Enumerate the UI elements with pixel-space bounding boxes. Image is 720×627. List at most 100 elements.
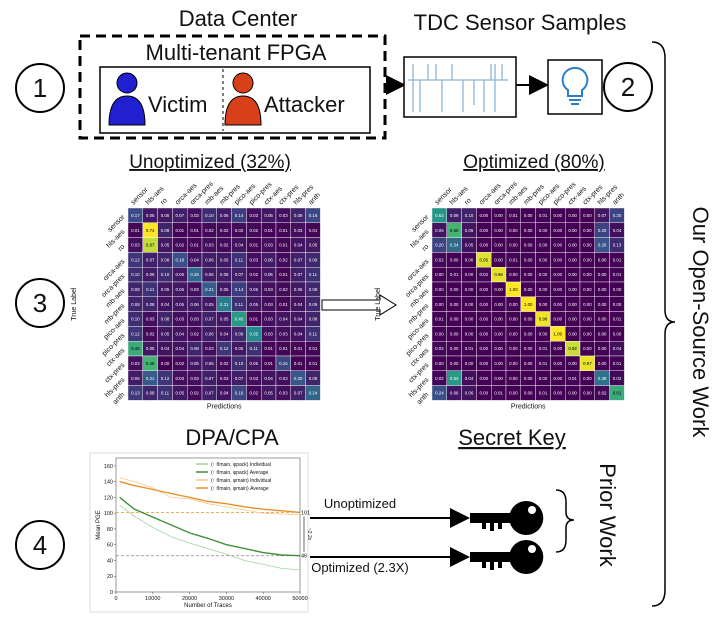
matrix-cell-value: 0.07 (205, 391, 214, 396)
matrix-cell-value: 0.05 (205, 302, 214, 307)
matrix-cell-value: 0.01 (176, 228, 185, 233)
matrix-cell-value: 0.05 (176, 287, 185, 292)
matrix-cell-value: 0.07 (205, 317, 214, 322)
matrix-cell-value: 0.06 (190, 302, 199, 307)
matrix-cell-value: 0.16 (279, 361, 288, 366)
matrix-cell-value: 0.04 (613, 228, 622, 233)
matrix-cell-value: 0.03 (190, 213, 199, 218)
matrix-cell-value: 0.00 (509, 302, 518, 307)
series-line (119, 504, 301, 571)
matrix-cell-value: 0.03 (250, 376, 259, 381)
matrix-cell-value: 0.00 (613, 302, 622, 307)
matrix-cell-value: 0.97 (583, 361, 592, 366)
matrix-cell-value: 0.00 (435, 302, 444, 307)
matrix-cell-value: 0.00 (583, 317, 592, 322)
matrix-cell-value: 0.02 (613, 376, 622, 381)
matrix-cell-value: 0.00 (480, 391, 489, 396)
victim-icon (108, 72, 146, 126)
matrix-cell-value: 0.03 (190, 317, 199, 322)
matrix-cell-value: 0.05 (220, 287, 229, 292)
matrix-cell (609, 385, 625, 401)
matrix-cell-value: 0.01 (613, 317, 622, 322)
matrix-cell-value: 0.20 (613, 213, 622, 218)
matrix-cell-value: 0.02 (250, 228, 259, 233)
matrix-cell-value: 0.11 (146, 287, 155, 292)
matrix-cell-value: 0.00 (554, 376, 563, 381)
matrix-cell-value: 0.09 (450, 213, 459, 218)
fpga-title: Multi-tenant FPGA (146, 40, 327, 65)
matrix-cell-value: 0.04 (264, 376, 273, 381)
matrix-cell-value: 0.00 (524, 287, 533, 292)
matrix-cell-value: 0.05 (309, 243, 318, 248)
matrix-x-label: Predictions (511, 403, 546, 410)
matrix-cell-value: 0.00 (524, 213, 533, 218)
matrix-cell-value: 0.00 (480, 361, 489, 366)
attacker-label: Attacker (264, 92, 345, 117)
legend-label: (↑ θmain, φpack) Average (211, 470, 269, 476)
matrix-cell-value: 0.01 (509, 213, 518, 218)
matrix-cell-value: 0.00 (583, 331, 592, 336)
matrix-cell-value: 0.03 (264, 331, 273, 336)
matrix-cell-value: 0.05 (176, 302, 185, 307)
sensor-trace (408, 64, 508, 112)
matrix-cell-value: 0.00 (435, 361, 444, 366)
sensor-plot (403, 56, 517, 118)
matrix-cell-value: 0.98 (539, 317, 548, 322)
matrix-cell-value: 0.01 (279, 228, 288, 233)
matrix-cell-value: 0.02 (279, 287, 288, 292)
matrix-cell-value: 0.04 (161, 302, 170, 307)
matrix-cell-value: 0.11 (309, 272, 318, 277)
matrix-cell-value: 0.11 (309, 331, 318, 336)
matrix-cell-value: 0.08 (146, 302, 155, 307)
matrix-cell-value: 0.04 (176, 331, 185, 336)
matrix-cell-value: 0.06 (220, 213, 229, 218)
matrix-cell-value: 0.00 (494, 376, 503, 381)
matrix-cell-value: 0.02 (598, 391, 607, 396)
matrix-cell-value: 0.00 (450, 346, 459, 351)
matrix-cell-value: 0.00 (480, 317, 489, 322)
x-tick-label: 30000 (219, 596, 234, 602)
matrix-cell-value: 0.05 (161, 331, 170, 336)
matrix-cell-value: 0.00 (465, 287, 474, 292)
series-line (119, 480, 301, 514)
matrix-cell-value: 0.00 (480, 376, 489, 381)
matrix-cell-value: 0.00 (480, 228, 489, 233)
matrix-cell-value: 0.14 (235, 287, 244, 292)
matrix-cell-value: 0.00 (524, 317, 533, 322)
matrix-cell-value: 0.25 (190, 272, 199, 277)
matrix-cell-value: 0.01 (294, 346, 303, 351)
matrix-cell-value: 0.09 (235, 331, 244, 336)
matrix-cell-value: 0.05 (190, 361, 199, 366)
matrix-cell-value: 0.01 (568, 376, 577, 381)
matrix-cell-value: 0.00 (450, 287, 459, 292)
matrix-cell-value: 0.00 (583, 272, 592, 277)
y-tick-label: 60 (107, 543, 113, 549)
matrix-cell-value: 0.65 (450, 228, 459, 233)
matrix-cell-value: 0.01 (613, 272, 622, 277)
matrix-cell-value: 0.03 (190, 376, 199, 381)
matrix-y-label: True Label (71, 287, 78, 321)
matrix-cell-value: 0.04 (190, 257, 199, 262)
matrix-cell-value: 0.74 (146, 228, 155, 233)
step-number: 4 (33, 530, 47, 560)
matrix-cell-value: 0.00 (494, 331, 503, 336)
matrix-cell-value: 0.02 (146, 331, 155, 336)
matrix-cell-value: 0.00 (554, 257, 563, 262)
matrix-cell-value: 0.08 (161, 228, 170, 233)
matrix-cell-value: 0.02 (220, 361, 229, 366)
matrix-cell-value: 1.00 (554, 331, 563, 336)
matrix-cell-value: 0.08 (161, 257, 170, 262)
matrix-cell-value: 0.05 (250, 361, 259, 366)
reference-label: 101 (301, 510, 310, 516)
matrix-cell-value: 0.10 (465, 213, 474, 218)
open-source-label: Our Open-Source Work (688, 207, 713, 439)
matrix-cell-value: 0.05 (146, 213, 155, 218)
matrix-cell-value: 0.01 (279, 346, 288, 351)
x-tick-label: 20000 (182, 596, 197, 602)
matrix-cell-value: 0.00 (494, 243, 503, 248)
y-tick-label: 20 (107, 574, 113, 580)
matrix-cell-value: 0.00 (568, 331, 577, 336)
matrix-cell-value: 0.00 (465, 257, 474, 262)
matrix-cell-value: 0.03 (264, 243, 273, 248)
matrix-cell-value: 0.00 (568, 213, 577, 218)
